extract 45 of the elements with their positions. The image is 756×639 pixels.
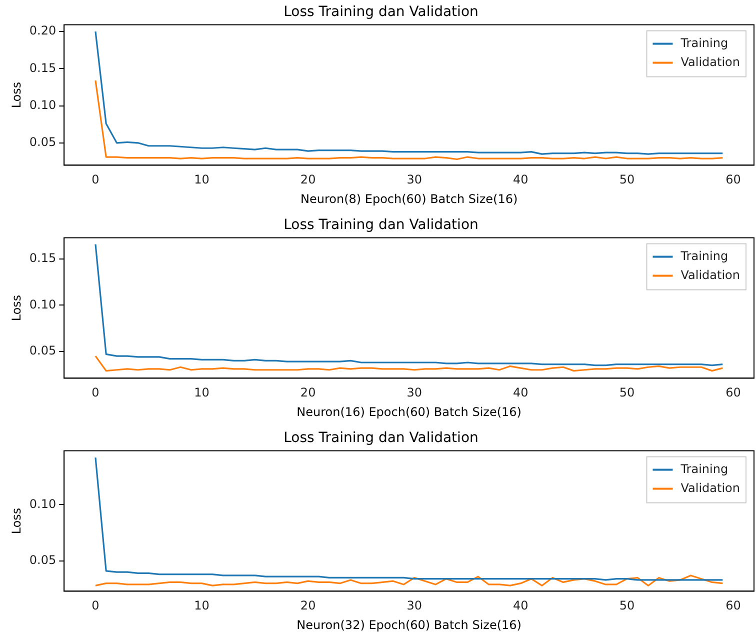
x-tick-label: 40 [513, 598, 528, 613]
x-tick-label: 10 [194, 598, 210, 613]
y-tick-label: 0.20 [29, 24, 56, 38]
x-tick-label: 50 [619, 598, 635, 613]
legend-label: Validation [680, 268, 740, 282]
y-tick-label: 0.15 [29, 60, 56, 75]
x-axis-title: Neuron(32) Epoch(60) Batch Size(16) [296, 618, 522, 632]
x-tick-label: 30 [406, 386, 422, 400]
x-tick-label: 60 [726, 598, 741, 613]
y-tick-label: 0.05 [29, 135, 56, 150]
legend-label: Training [680, 462, 728, 476]
chart-title: Loss Training dan Validation [284, 4, 478, 20]
y-tick-label: 0.10 [29, 297, 56, 312]
x-tick-label: 20 [300, 386, 316, 400]
legend-label: Validation [680, 480, 740, 495]
x-tick-label: 10 [194, 386, 210, 400]
chart-title: Loss Training dan Validation [284, 430, 478, 446]
x-tick-label: 30 [406, 598, 422, 613]
legend-label: Validation [680, 54, 740, 69]
y-tick-label: 0.10 [29, 496, 56, 511]
x-tick-label: 50 [619, 386, 635, 400]
y-axis-title: Loss [9, 82, 24, 108]
y-tick-label: 0.05 [29, 344, 56, 358]
x-axis-title: Neuron(8) Epoch(60) Batch Size(16) [300, 192, 518, 206]
legend-label: Training [680, 248, 728, 263]
x-tick-label: 60 [726, 386, 741, 400]
x-tick-label: 20 [300, 172, 316, 187]
x-tick-label: 10 [194, 172, 210, 187]
x-tick-label: 40 [513, 172, 528, 187]
x-tick-label: 40 [513, 386, 528, 400]
x-tick-label: 30 [406, 172, 422, 187]
x-axis-title: Neuron(16) Epoch(60) Batch Size(16) [296, 404, 522, 419]
x-tick-label: 0 [92, 386, 100, 400]
y-tick-label: 0.15 [29, 251, 56, 266]
y-axis-title: Loss [9, 508, 24, 534]
x-tick-label: 20 [300, 598, 316, 613]
y-axis-title: Loss [9, 294, 24, 322]
x-tick-label: 50 [619, 172, 635, 187]
x-tick-label: 60 [726, 172, 741, 187]
y-tick-label: 0.10 [29, 98, 56, 112]
y-tick-label: 0.05 [29, 553, 56, 567]
x-tick-label: 0 [92, 598, 100, 613]
x-tick-label: 0 [92, 172, 100, 187]
chart-title: Loss Training dan Validation [284, 217, 478, 234]
legend-label: Training [680, 36, 728, 50]
